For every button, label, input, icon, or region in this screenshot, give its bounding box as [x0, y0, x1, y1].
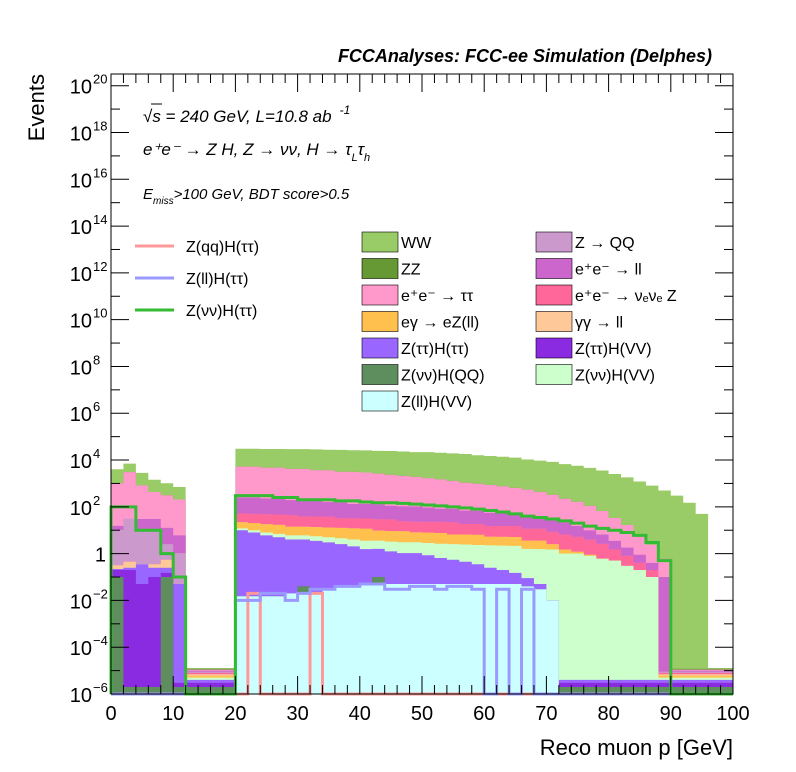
legend-label-z-qq: Z → QQ — [575, 235, 635, 252]
y-tick-exponent: 4 — [93, 446, 100, 461]
y-tick-label: 10 — [70, 638, 92, 660]
legend-label-zz: ZZ — [401, 262, 421, 279]
legend-label-e-e-ll: e⁺e⁻ → ll — [575, 262, 642, 279]
legend-label-ll: γγ → ll — [575, 315, 623, 332]
y-tick-exponent: 18 — [93, 118, 107, 133]
y-tick-exponent: −4 — [93, 633, 108, 648]
legend-label-e-ez-ll: eγ → eZ(ll) — [401, 315, 479, 332]
x-tick-label: 90 — [660, 703, 682, 725]
y-tick-exponent: 10 — [93, 306, 107, 321]
legend-swatch-e-e — [361, 284, 399, 306]
annotation-lumi-sup: -1 — [340, 103, 351, 117]
y-tick-label: 10 — [70, 404, 92, 426]
legend: Z(qq)H(ττ) Z(ll)H(ττ) Z(νν)H(ττ) WW ZZ e⁺e⁻ →… — [135, 231, 677, 412]
y-tick-exponent: 8 — [93, 352, 100, 367]
legend-label-z-h-qq: Z(νν)H(QQ) — [401, 368, 485, 385]
y-tick-label: 10 — [70, 217, 92, 239]
y-tick-exponent: −2 — [93, 586, 108, 601]
legend-swatch-z-h — [361, 337, 399, 359]
stack-z-ll-h-vv — [111, 584, 733, 694]
legend-swatch-z-h-qq — [361, 364, 399, 385]
legend-label-e-e: e⁺e⁻ → ττ — [401, 288, 474, 305]
x-tick-label: 40 — [349, 703, 371, 725]
legend-label-z-ll-h: Z(ll)H(ττ) — [186, 271, 248, 288]
x-tick-label: 10 — [162, 703, 184, 725]
y-tick-label: 10 — [70, 591, 92, 613]
legend-swatch-z-h-vv — [535, 364, 573, 385]
y-tick-label: 10 — [70, 77, 92, 99]
x-tick-label: 100 — [716, 703, 749, 725]
x-tick-label: 80 — [597, 703, 619, 725]
legend-swatch-z-h-vv — [535, 337, 573, 359]
legend-label-z-h: Z(ττ)H(ττ) — [401, 341, 469, 358]
annotation-sqrt-s: √s = 240 GeV, L=10.8 ab -1 — [143, 103, 350, 126]
annotation-block: √s = 240 GeV, L=10.8 ab -1 e⁺e⁻ → Z H, Z … — [143, 103, 370, 207]
legend-label-z-h-vv: Z(νν)H(VV) — [575, 368, 655, 385]
legend-swatch-e-e-ll — [535, 258, 573, 279]
annotation-cuts: Emiss>100 GeV, BDT score>0.5 — [143, 186, 350, 207]
legend-swatch-e-e-z — [535, 284, 573, 306]
x-tick-label: 0 — [105, 703, 116, 725]
legend-swatch-e-ez-ll — [361, 311, 399, 332]
y-tick-label: 10 — [70, 170, 92, 192]
y-tick-exponent: 20 — [93, 72, 107, 87]
y-tick-label: 10 — [70, 123, 92, 145]
x-tick-label: 20 — [224, 703, 246, 725]
y-tick-exponent: 12 — [93, 259, 107, 274]
y-tick-label: 10 — [70, 498, 92, 520]
legend-swatch-ww — [361, 231, 399, 253]
legend-swatch-zz — [361, 258, 399, 279]
x-tick-label: 60 — [473, 703, 495, 725]
chart-title: FCCAnalyses: FCC-ee Simulation (Delphes) — [338, 46, 712, 66]
legend-label-z-h: Z(νν)H(ττ) — [186, 303, 257, 320]
legend-swatch-z-qq — [535, 231, 573, 253]
x-tick-label: 70 — [535, 703, 557, 725]
annotation-process: e⁺e⁻ → Z H, Z → νν, H → τLτh — [143, 140, 370, 164]
legend-swatch-ll — [535, 311, 573, 332]
y-tick-label: 1 — [95, 545, 106, 567]
x-axis-label: Reco muon p [GeV] — [540, 735, 733, 760]
y-tick-exponent: 16 — [93, 165, 107, 180]
legend-label-ww: WW — [401, 235, 432, 252]
y-tick-label: 10 — [70, 451, 92, 473]
legend-swatch-z-ll-h-vv — [361, 390, 399, 412]
y-axis-label: Events — [24, 74, 49, 141]
x-tick-label: 30 — [286, 703, 308, 725]
y-tick-label: 10 — [70, 357, 92, 379]
y-tick-exponent: 14 — [93, 212, 107, 227]
y-tick-exponent: 6 — [93, 399, 100, 414]
legend-label-z-h-vv: Z(ττ)H(VV) — [575, 341, 652, 358]
y-tick-label: 10 — [70, 311, 92, 333]
x-tick-label: 50 — [411, 703, 433, 725]
y-tick-label: 10 — [70, 264, 92, 286]
y-tick-exponent: 2 — [93, 493, 100, 508]
y-tick-exponent: −6 — [93, 680, 108, 695]
legend-label-z-ll-h-vv: Z(ll)H(VV) — [401, 394, 472, 411]
y-tick-label: 10 — [70, 685, 92, 707]
legend-label-e-e-z: e⁺e⁻ → νₑνₑ Z — [575, 288, 677, 305]
legend-label-z-qq-h: Z(qq)H(ττ) — [186, 239, 259, 256]
